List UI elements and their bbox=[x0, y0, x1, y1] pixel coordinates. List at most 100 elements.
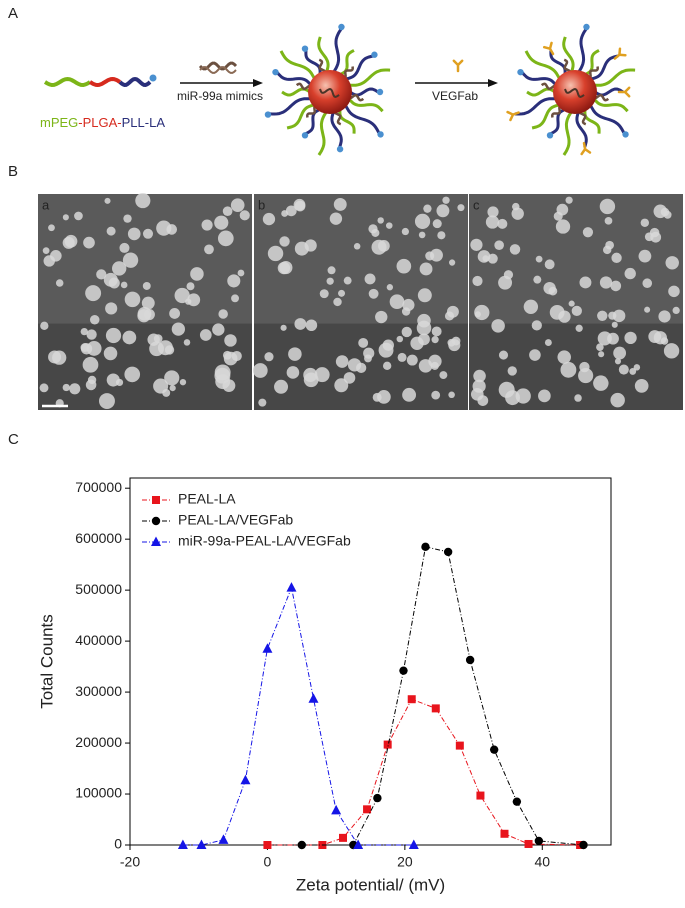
particle bbox=[650, 231, 662, 243]
particle bbox=[507, 366, 517, 376]
polymer-blue bbox=[118, 76, 152, 88]
marker bbox=[263, 841, 272, 849]
particle bbox=[377, 390, 391, 404]
particle bbox=[523, 299, 539, 314]
image-label: b bbox=[258, 197, 265, 212]
particle bbox=[377, 217, 384, 224]
particle bbox=[201, 219, 213, 231]
particle bbox=[264, 352, 274, 362]
particle bbox=[327, 266, 336, 275]
particle bbox=[418, 359, 433, 373]
particle bbox=[169, 385, 176, 392]
particle bbox=[597, 331, 612, 346]
particle bbox=[157, 340, 173, 356]
particle bbox=[279, 236, 290, 247]
particle bbox=[185, 298, 192, 305]
particle bbox=[668, 285, 680, 298]
polymer-part: -PLGA- bbox=[78, 115, 121, 130]
particle bbox=[505, 390, 520, 406]
particle bbox=[418, 231, 426, 239]
particle bbox=[179, 378, 187, 386]
legend-marker bbox=[151, 536, 161, 546]
particle bbox=[83, 236, 95, 249]
particle bbox=[451, 336, 461, 346]
marker bbox=[218, 834, 229, 844]
ligand bbox=[371, 51, 378, 58]
particle bbox=[74, 211, 83, 221]
particle bbox=[401, 326, 412, 338]
marker bbox=[363, 805, 372, 814]
particle bbox=[663, 343, 680, 359]
particle bbox=[640, 218, 650, 227]
particle bbox=[612, 309, 626, 323]
particle bbox=[396, 335, 404, 343]
strand bbox=[588, 104, 626, 134]
marker bbox=[489, 745, 499, 754]
particle bbox=[474, 311, 481, 318]
particle bbox=[39, 383, 49, 393]
antibody bbox=[580, 141, 592, 156]
image-label: c bbox=[473, 197, 480, 212]
particle bbox=[105, 302, 118, 315]
particle bbox=[230, 198, 245, 212]
strand bbox=[317, 36, 330, 73]
particle bbox=[43, 255, 55, 267]
series-line bbox=[267, 698, 581, 846]
particle bbox=[326, 277, 334, 285]
particle bbox=[425, 251, 435, 261]
particle bbox=[214, 364, 231, 381]
particle bbox=[89, 314, 100, 325]
particle bbox=[62, 383, 70, 392]
ligand bbox=[338, 23, 345, 31]
particle bbox=[174, 287, 190, 304]
particle bbox=[183, 339, 191, 346]
particle bbox=[396, 258, 412, 274]
particle bbox=[80, 343, 90, 352]
particle bbox=[375, 310, 388, 324]
particle bbox=[613, 346, 627, 360]
legend-marker bbox=[152, 496, 160, 504]
particle bbox=[382, 361, 392, 371]
mirna bbox=[199, 66, 237, 74]
strand bbox=[593, 68, 636, 87]
particle bbox=[135, 193, 151, 209]
series-line bbox=[182, 585, 414, 846]
marker bbox=[353, 839, 364, 849]
particle bbox=[660, 337, 669, 345]
nanoparticle bbox=[308, 70, 352, 114]
particle bbox=[538, 389, 551, 403]
marker bbox=[286, 582, 297, 592]
particle bbox=[368, 288, 379, 299]
tem-images: a b c bbox=[38, 193, 683, 410]
polymer-part: PLL-LA bbox=[122, 115, 166, 130]
particle bbox=[122, 252, 139, 268]
particle bbox=[103, 346, 118, 361]
antibody bbox=[452, 59, 464, 73]
particle bbox=[644, 306, 651, 313]
particle bbox=[565, 196, 573, 204]
particle bbox=[560, 361, 577, 378]
mirna bbox=[564, 88, 585, 98]
strand bbox=[562, 36, 575, 73]
particle bbox=[141, 296, 155, 310]
particle bbox=[624, 267, 636, 280]
particle bbox=[470, 238, 483, 251]
particle bbox=[222, 379, 236, 393]
particle bbox=[333, 297, 342, 307]
particle bbox=[329, 212, 343, 225]
strand bbox=[279, 50, 317, 80]
step-label: VEGFab bbox=[432, 89, 478, 103]
particle bbox=[214, 215, 229, 230]
particle bbox=[509, 244, 521, 255]
particle bbox=[642, 278, 653, 289]
marker bbox=[579, 840, 588, 850]
polymer-green bbox=[43, 76, 92, 88]
ligand bbox=[377, 131, 384, 138]
particle bbox=[533, 275, 542, 284]
particle bbox=[389, 294, 405, 310]
particle bbox=[40, 321, 49, 330]
particle bbox=[87, 375, 97, 385]
marker bbox=[476, 791, 485, 800]
particle bbox=[62, 214, 69, 221]
particle bbox=[333, 197, 347, 211]
